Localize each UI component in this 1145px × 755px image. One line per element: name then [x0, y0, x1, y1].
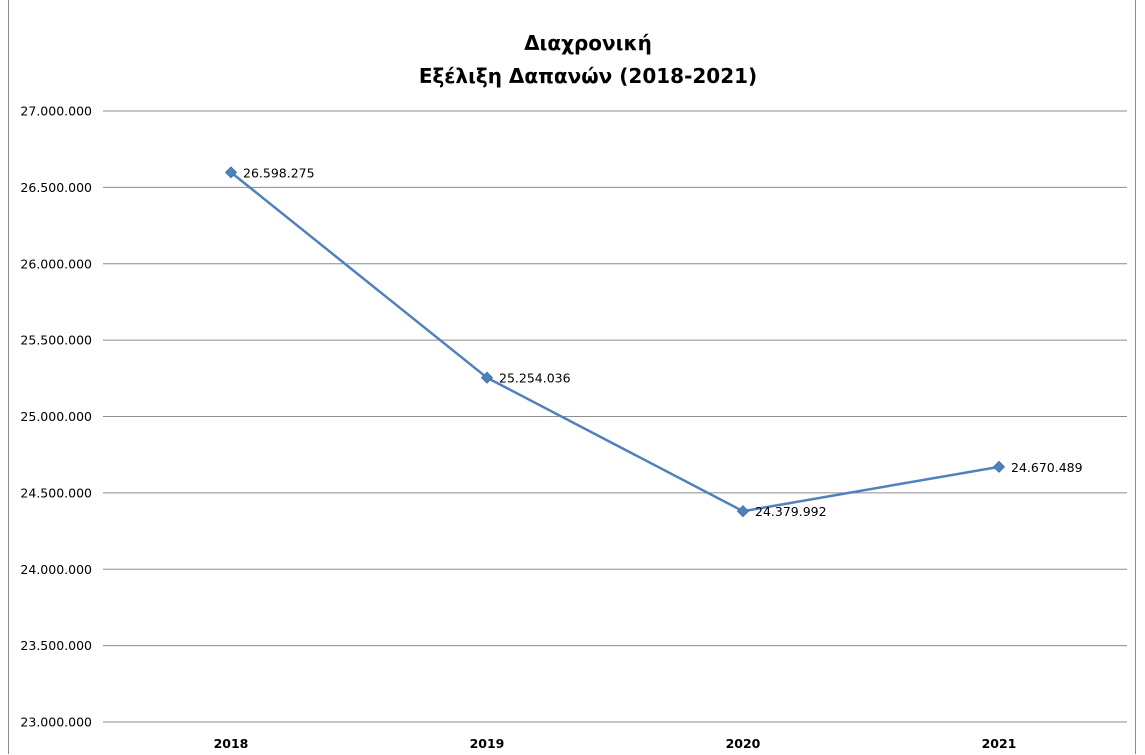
y-tick-label: 25.000.000: [20, 409, 92, 424]
y-tick-label: 26.500.000: [20, 180, 92, 195]
y-tick-label: 23.500.000: [20, 638, 92, 653]
x-tick-label: 2020: [726, 736, 761, 751]
y-tick-label: 26.000.000: [20, 256, 92, 271]
x-tick-label: 2021: [982, 736, 1017, 751]
y-tick-label: 25.500.000: [20, 333, 92, 348]
chart-frame: [8, 0, 1136, 754]
data-point-marker: [992, 460, 1006, 473]
y-tick-label: 23.000.000: [20, 715, 92, 730]
x-tick-label: 2018: [214, 736, 249, 751]
y-tick-label: 27.000.000: [20, 104, 92, 119]
data-labels: 26.598.275 25.254.036 24.379.992 24.670.489: [243, 165, 1083, 519]
data-point-marker: [224, 166, 238, 179]
x-axis-ticks: 2018 2019 2020 2021: [214, 736, 1017, 751]
gridlines: [103, 110, 1127, 723]
data-label: 24.670.489: [1011, 460, 1083, 475]
chart-subtitle: Εξέλιξη Δαπανών (2018-2021): [419, 64, 757, 88]
y-tick-label: 24.500.000: [20, 485, 92, 500]
x-tick-label: 2019: [470, 736, 505, 751]
chart-title: Διαχρονική: [524, 31, 652, 55]
series-line: [230, 171, 1000, 513]
data-point-marker: [480, 371, 494, 384]
y-tick-label: 24.000.000: [20, 562, 92, 577]
data-label: 24.379.992: [755, 504, 827, 519]
series-layer: [224, 166, 1006, 518]
data-label: 26.598.275: [243, 165, 315, 180]
y-axis-ticks: 23.000.000 23.500.000 24.000.000 24.500.000…: [20, 104, 92, 730]
data-label: 25.254.036: [499, 371, 571, 386]
data-point-marker: [736, 505, 750, 518]
